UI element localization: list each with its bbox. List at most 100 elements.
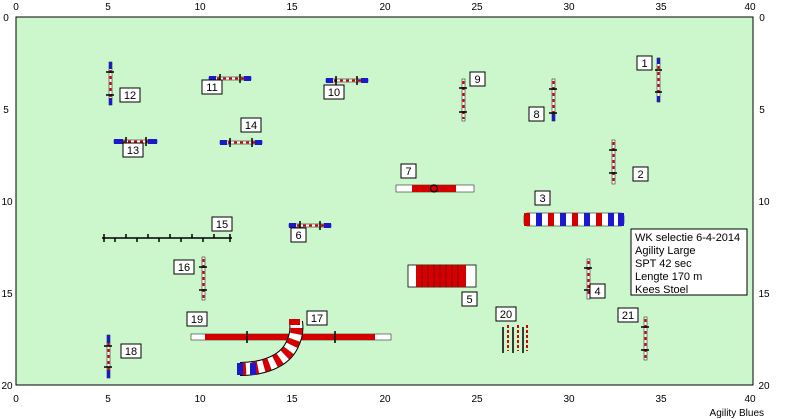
bottom-tick-35: 35 bbox=[655, 394, 667, 405]
bottom-tick-0: 0 bbox=[13, 394, 19, 405]
label-7: 7 bbox=[400, 163, 417, 179]
top-axis: 0 5 10 15 20 25 30 35 40 bbox=[13, 2, 756, 13]
label-21: 21 bbox=[617, 307, 639, 323]
obstacle-16-jump bbox=[199, 256, 207, 301]
bottom-tick-25: 25 bbox=[471, 394, 483, 405]
top-tick-20: 20 bbox=[379, 2, 391, 13]
obstacle-3-tunnel bbox=[523, 212, 625, 227]
obstacle-19-curved-tunnel bbox=[237, 319, 304, 376]
label-17-text: 17 bbox=[311, 313, 323, 325]
obstacle-7-tire bbox=[395, 184, 475, 193]
label-16-text: 16 bbox=[178, 262, 190, 274]
obstacle-15-weave-poles bbox=[102, 234, 232, 242]
obstacle-21-jump bbox=[641, 316, 649, 361]
obstacle-18-jump bbox=[104, 334, 112, 379]
label-18-text: 18 bbox=[125, 346, 137, 358]
top-tick-5: 5 bbox=[105, 2, 111, 13]
info-event: WK selectie 6-4-2014 bbox=[635, 232, 740, 244]
info-judge: Kees Stoel bbox=[635, 284, 688, 296]
label-14: 14 bbox=[240, 117, 262, 133]
label-4-text: 4 bbox=[594, 286, 600, 298]
label-19: 19 bbox=[186, 311, 208, 327]
label-20: 20 bbox=[495, 306, 517, 322]
bottom-tick-5: 5 bbox=[105, 394, 111, 405]
top-tick-10: 10 bbox=[194, 2, 206, 13]
footer-credit: Agility Blues bbox=[710, 408, 764, 419]
label-18: 18 bbox=[120, 343, 142, 359]
obstacle-5-aframe bbox=[407, 264, 477, 288]
label-5-text: 5 bbox=[466, 294, 472, 306]
right-tick-0: 0 bbox=[759, 13, 765, 24]
label-17: 17 bbox=[306, 310, 328, 326]
left-tick-15: 15 bbox=[1, 289, 13, 300]
label-15-text: 15 bbox=[216, 219, 228, 231]
top-tick-35: 35 bbox=[655, 2, 667, 13]
label-11-text: 11 bbox=[206, 82, 217, 94]
obstacle-6-jump bbox=[288, 221, 332, 230]
top-tick-30: 30 bbox=[563, 2, 575, 13]
label-12: 12 bbox=[119, 87, 141, 103]
obstacle-9-jump bbox=[459, 78, 467, 122]
label-14-text: 14 bbox=[245, 120, 257, 132]
label-6-text: 6 bbox=[295, 230, 301, 242]
left-tick-20: 20 bbox=[1, 381, 13, 392]
label-8-text: 8 bbox=[533, 109, 539, 121]
label-3-text: 3 bbox=[539, 193, 545, 205]
label-13: 13 bbox=[122, 142, 144, 158]
obstacle-12-jump bbox=[106, 61, 114, 106]
info-spt: SPT 42 sec bbox=[635, 258, 692, 270]
label-5: 5 bbox=[461, 291, 478, 307]
label-10: 10 bbox=[323, 84, 345, 100]
top-tick-0: 0 bbox=[13, 2, 19, 13]
bottom-tick-20: 20 bbox=[379, 394, 391, 405]
obstacle-14-jump bbox=[219, 138, 263, 147]
bottom-axis: 0 5 10 15 20 25 30 35 40 bbox=[13, 394, 756, 405]
course-field bbox=[15, 16, 754, 386]
label-7-text: 7 bbox=[405, 166, 411, 178]
left-tick-5: 5 bbox=[3, 105, 9, 116]
top-tick-40: 40 bbox=[744, 2, 756, 13]
label-2: 2 bbox=[632, 166, 649, 182]
obstacle-4-jump bbox=[584, 258, 592, 300]
info-class: Agility Large bbox=[635, 245, 696, 257]
label-9: 9 bbox=[469, 71, 486, 87]
label-15: 15 bbox=[211, 216, 233, 232]
left-tick-0: 0 bbox=[3, 13, 9, 24]
label-9-text: 9 bbox=[474, 74, 480, 86]
obstacle-8-jump bbox=[549, 78, 557, 122]
label-21-text: 21 bbox=[622, 310, 634, 322]
obstacle-1-jump bbox=[655, 57, 662, 103]
label-8: 8 bbox=[528, 106, 545, 122]
label-1-text: 1 bbox=[641, 58, 647, 70]
label-6: 6 bbox=[290, 227, 307, 243]
label-10-text: 10 bbox=[328, 87, 340, 99]
info-length: Lengte 170 m bbox=[635, 271, 702, 283]
obstacle-20-wall bbox=[502, 325, 528, 353]
label-16: 16 bbox=[173, 259, 195, 275]
top-tick-25: 25 bbox=[471, 2, 483, 13]
right-tick-5: 5 bbox=[759, 105, 765, 116]
label-13-text: 13 bbox=[127, 145, 139, 157]
label-19-text: 19 bbox=[191, 314, 203, 326]
bottom-tick-10: 10 bbox=[194, 394, 206, 405]
label-1: 1 bbox=[636, 55, 653, 71]
obstacle-2-jump bbox=[609, 139, 617, 185]
right-tick-20: 20 bbox=[758, 381, 770, 392]
label-2-text: 2 bbox=[637, 169, 643, 181]
left-tick-10: 10 bbox=[1, 197, 13, 208]
right-tick-15: 15 bbox=[758, 289, 770, 300]
label-20-text: 20 bbox=[500, 309, 512, 321]
info-box: WK selectie 6-4-2014 Agility Large SPT 4… bbox=[630, 228, 748, 296]
bottom-tick-30: 30 bbox=[563, 394, 575, 405]
bottom-tick-40: 40 bbox=[744, 394, 756, 405]
right-axis: 0 5 10 15 20 bbox=[758, 13, 770, 392]
left-axis: 0 5 10 15 20 bbox=[1, 13, 13, 392]
label-3: 3 bbox=[534, 190, 551, 206]
right-tick-10: 10 bbox=[758, 197, 770, 208]
obstacle-11-jump bbox=[208, 74, 252, 83]
obstacle-10-jump bbox=[325, 76, 369, 85]
label-12-text: 12 bbox=[124, 90, 136, 102]
label-11: 11 bbox=[201, 79, 223, 95]
bottom-tick-15: 15 bbox=[286, 394, 298, 405]
